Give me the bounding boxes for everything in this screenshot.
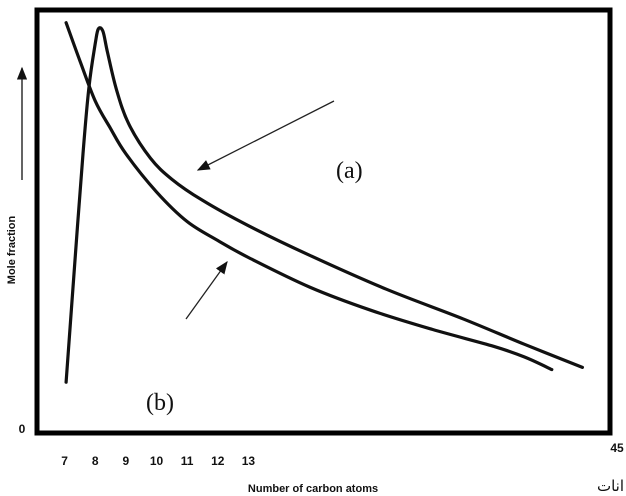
y-tick-zero: 0: [19, 422, 26, 436]
trailing-text: انات: [597, 477, 624, 495]
series-a-line: [64, 26, 584, 384]
x-tick-7: 7: [61, 454, 68, 468]
plot-frame: [34, 7, 613, 436]
y-axis-title: Mole fraction: [6, 215, 18, 284]
annotation-label-a: (a): [336, 158, 363, 184]
annotation-arrow-a: [196, 100, 335, 171]
x-tick-8: 8: [92, 454, 99, 468]
x-tick-labels: 7 8 9 10 11 12 13: [61, 454, 255, 468]
x-tick-9: 9: [123, 454, 130, 468]
annotation-arrow-b: [185, 260, 228, 320]
x-tick-11: 11: [181, 454, 194, 468]
x-tick-13: 13: [242, 454, 256, 468]
x-tick-12: 12: [211, 454, 225, 468]
x-tick-end: 45: [610, 441, 624, 455]
annotation-label-b: (b): [146, 390, 174, 416]
x-axis-title: Number of carbon atoms: [248, 483, 378, 495]
x-tick-10: 10: [150, 454, 164, 468]
series-b-line: [64, 21, 554, 372]
